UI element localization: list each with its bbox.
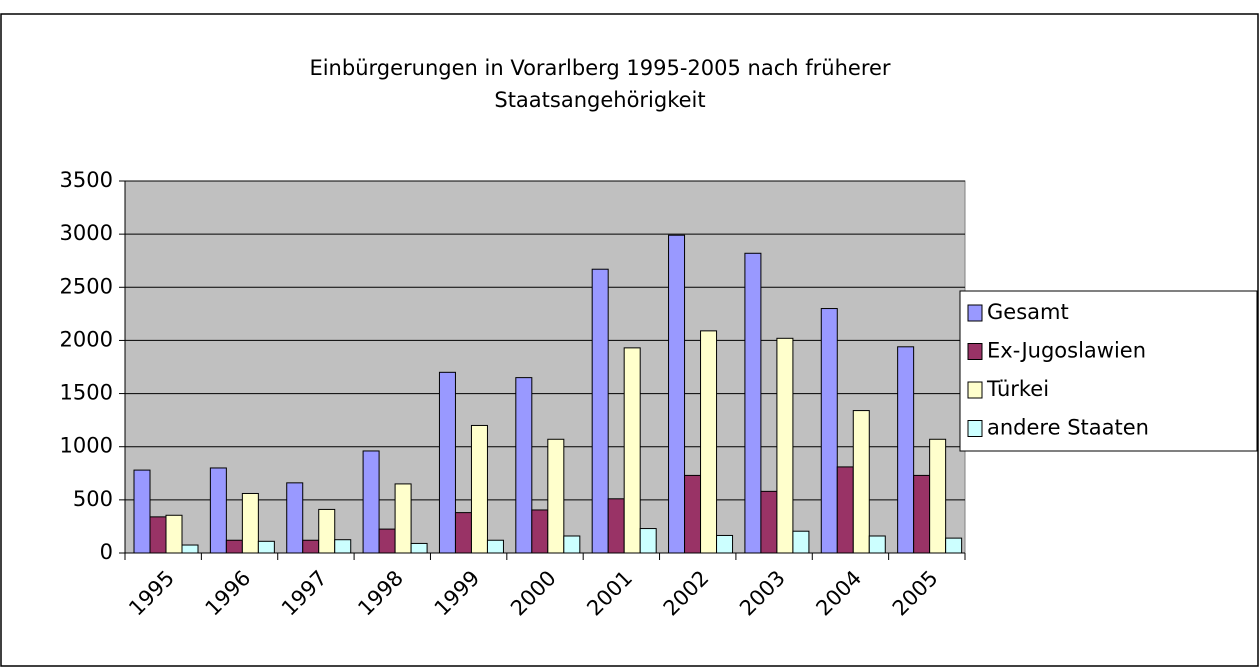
bar <box>700 330 718 554</box>
bar <box>454 512 472 554</box>
bar <box>836 466 854 554</box>
y-tick-label: 1000 <box>60 434 113 458</box>
bar <box>410 542 428 554</box>
legend-swatch <box>967 343 983 360</box>
y-tick-label: 2000 <box>60 327 113 351</box>
bar <box>286 482 304 554</box>
y-tick-label: 3000 <box>60 221 113 245</box>
bar <box>149 516 167 554</box>
bar <box>209 467 227 554</box>
bar <box>868 535 886 554</box>
bar <box>668 234 686 554</box>
bar <box>639 528 657 554</box>
bar <box>547 438 565 554</box>
legend-label: Türkei <box>986 377 1049 401</box>
bar <box>165 514 183 554</box>
bar <box>623 347 641 554</box>
bar <box>852 410 870 554</box>
bar <box>438 371 456 554</box>
bar <box>945 537 963 554</box>
legend-label: andere Staaten <box>987 416 1149 440</box>
bar <box>181 544 199 554</box>
y-tick-label: 3500 <box>60 168 113 192</box>
bar <box>744 252 762 554</box>
chart-title: Einbürgerungen in Vorarlberg 1995-2005 n… <box>309 56 890 80</box>
legend-label: Ex-Jugoslawien <box>987 339 1146 363</box>
bar <box>394 483 412 554</box>
bar <box>302 539 320 554</box>
bar <box>716 534 734 554</box>
bar <box>225 539 243 554</box>
bar <box>318 508 336 554</box>
bar <box>760 490 778 554</box>
bar <box>515 377 533 554</box>
y-tick-label: 0 <box>100 540 113 564</box>
bar <box>820 308 838 554</box>
bar <box>563 535 581 554</box>
bar <box>684 474 702 554</box>
bar <box>241 492 259 554</box>
bar <box>531 509 549 554</box>
legend-label: Gesamt <box>987 300 1069 324</box>
y-tick-label: 1500 <box>60 381 113 405</box>
chart-title: Staatsangehörigkeit <box>494 88 705 112</box>
bar <box>776 337 794 554</box>
bar <box>362 450 380 554</box>
legend-swatch <box>967 420 983 437</box>
bar <box>792 530 810 554</box>
y-tick-label: 2500 <box>60 274 113 298</box>
bar <box>929 438 947 554</box>
bar <box>378 528 396 554</box>
legend-swatch <box>967 304 983 322</box>
bar <box>591 268 609 554</box>
legend <box>959 290 1258 452</box>
bar <box>897 346 915 554</box>
bar <box>133 469 151 554</box>
y-tick-label: 500 <box>73 487 113 511</box>
legend-swatch <box>967 381 983 399</box>
bar <box>607 498 625 554</box>
bar <box>913 474 931 554</box>
bar <box>486 539 504 554</box>
bar <box>257 540 275 554</box>
bar <box>470 424 488 554</box>
bar <box>334 539 352 554</box>
